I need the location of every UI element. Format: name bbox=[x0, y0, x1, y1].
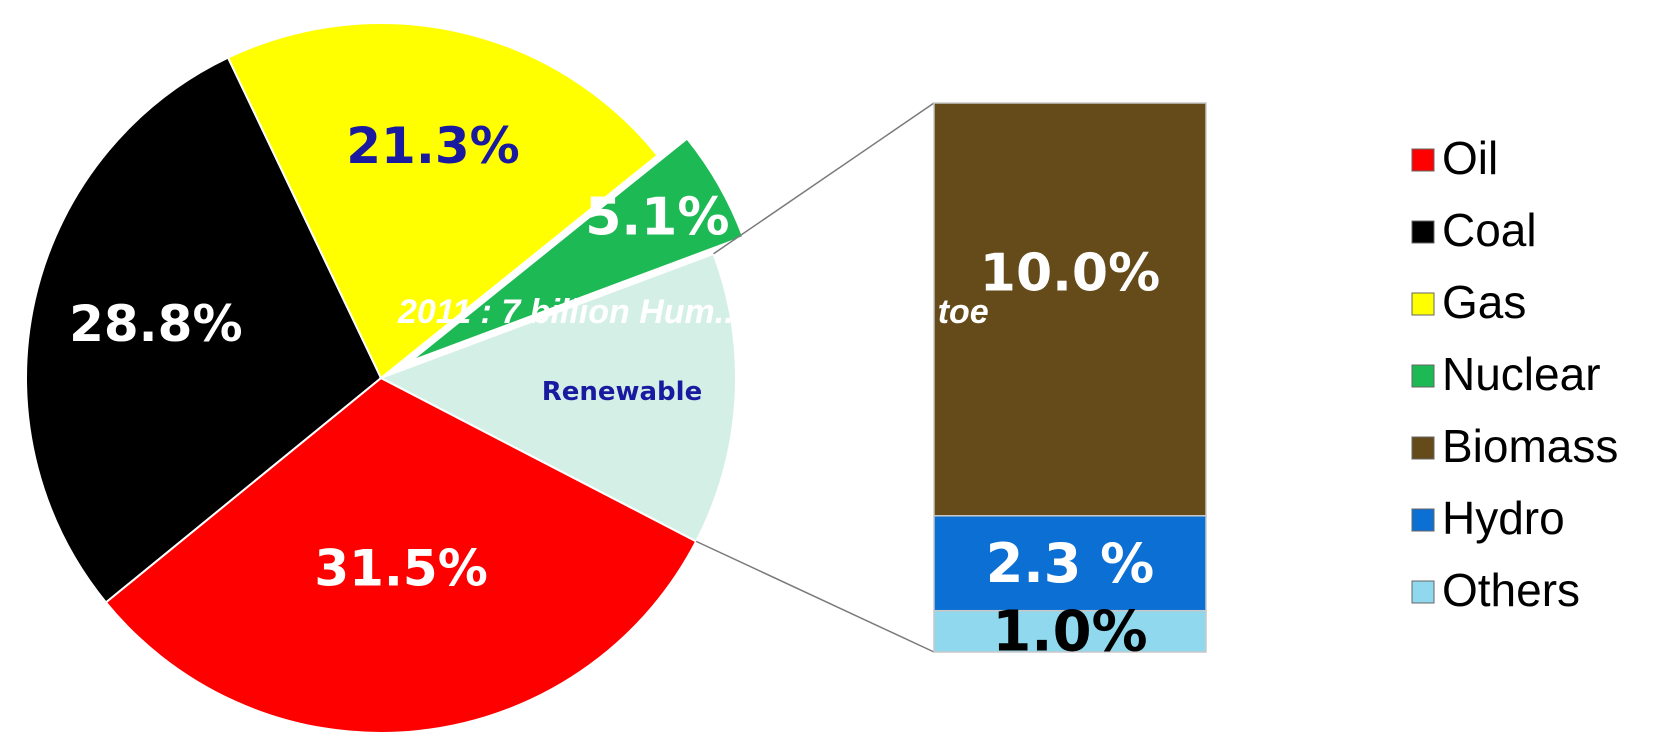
pie-label-oil: 31.5% bbox=[314, 540, 487, 598]
pie-label-coal: 28.8% bbox=[69, 295, 242, 353]
pie-chart: 31.5% 28.8% 21.3% 5.1% Renewable bbox=[25, 22, 745, 734]
bar-label-hydro: 2.3 % bbox=[986, 532, 1155, 595]
bar-segment-biomass bbox=[933, 102, 1207, 517]
legend-swatch-gas bbox=[1411, 292, 1435, 316]
legend-swatch-nuclear bbox=[1411, 364, 1435, 388]
bar-segment-hydro bbox=[933, 515, 1207, 612]
pie-slice-gas bbox=[226, 22, 659, 380]
pie-slice-renewable bbox=[378, 252, 737, 543]
legend-label-coal: Coal bbox=[1442, 204, 1537, 256]
legend-swatch-biomass bbox=[1411, 436, 1435, 460]
bar-label-others: 1.0% bbox=[992, 600, 1147, 665]
legend-label-oil: Oil bbox=[1442, 132, 1498, 184]
chart-title: 2011 : 7 billion Hum... 13.1 billion toe bbox=[397, 293, 989, 331]
legend-label-gas: Gas bbox=[1442, 276, 1526, 328]
connector-line-bottom bbox=[695, 540, 935, 653]
bar-segment-others bbox=[933, 609, 1207, 653]
legend-swatch-others bbox=[1411, 580, 1435, 604]
legend: Oil Coal Gas Nuclear Biomass Hydro Others bbox=[1411, 132, 1618, 616]
pie-label-renewable: Renewable bbox=[542, 377, 703, 407]
pie-to-bar-connectors bbox=[695, 102, 935, 653]
legend-label-others: Others bbox=[1442, 564, 1580, 616]
pie-slice-oil bbox=[104, 376, 698, 734]
renewable-breakdown-bar: 10.0% 2.3 %1.0% bbox=[933, 102, 1207, 665]
legend-swatch-coal bbox=[1411, 220, 1435, 244]
legend-label-nuclear: Nuclear bbox=[1442, 348, 1601, 400]
pie-label-gas: 21.3% bbox=[346, 117, 519, 175]
legend-swatch-oil bbox=[1411, 148, 1435, 172]
connector-line-top bbox=[713, 102, 935, 255]
pie-label-nuclear: 5.1% bbox=[585, 188, 729, 248]
legend-label-hydro: Hydro bbox=[1442, 492, 1565, 544]
bar-label-biomass: 10.0% bbox=[980, 243, 1160, 303]
legend-swatch-hydro bbox=[1411, 508, 1435, 532]
pie-slice-nuclear bbox=[409, 137, 745, 363]
legend-label-biomass: Biomass bbox=[1442, 420, 1618, 472]
